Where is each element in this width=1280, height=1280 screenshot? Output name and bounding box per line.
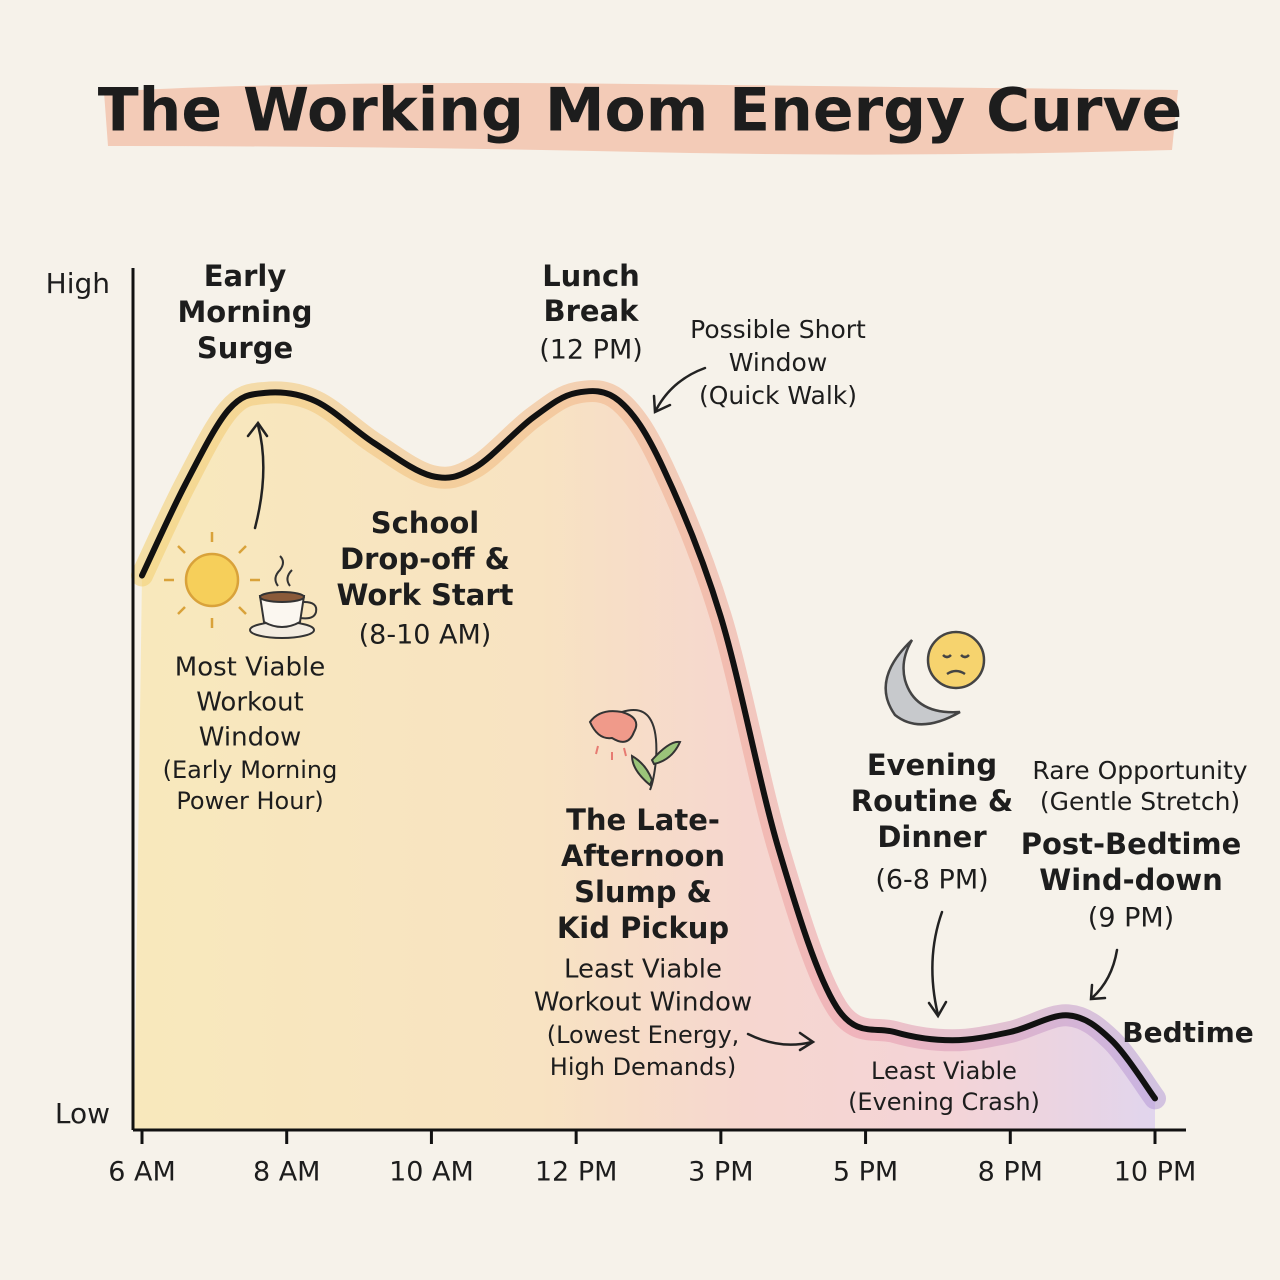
annotation: (6-8 PM) [875, 865, 988, 896]
annotation: (Quick Walk) [699, 381, 857, 410]
flower-icon [588, 709, 682, 791]
annotation: Kid Pickup [557, 911, 729, 945]
annotation: Slump & [574, 875, 712, 909]
annotation: Evening [867, 748, 997, 782]
coffee-icon [249, 555, 318, 639]
annotation: Wind-down [1039, 863, 1223, 897]
annotation: (Evening Crash) [848, 1088, 1040, 1116]
annotation: Possible Short [690, 315, 866, 344]
annotation: (Early Morning [163, 756, 338, 784]
annotation: The Late- [566, 803, 720, 837]
annotation: Morning [177, 295, 312, 329]
x-tick-label: 10 AM [389, 1157, 474, 1188]
x-tick-label: 5 PM [833, 1157, 898, 1188]
chart-title: The Working Mom Energy Curve [98, 76, 1183, 146]
y-tick-label: High [46, 267, 110, 300]
energy-curve [139, 388, 1158, 1102]
annotation-arrows [246, 366, 1119, 1052]
area-fill [134, 391, 1155, 1130]
annotation: Break [544, 294, 640, 328]
annotation: Power Hour) [176, 787, 323, 815]
annotation: Workout Window [534, 988, 752, 1018]
annotation: (Lowest Energy, [547, 1021, 740, 1049]
plot-area [131, 380, 1166, 1130]
annotation: Workout [196, 688, 304, 718]
annotation: Most Viable [175, 653, 325, 683]
annotation: Drop-off & [340, 542, 510, 576]
annotation: Window [729, 348, 828, 377]
annotation: Bedtime [1122, 1016, 1254, 1049]
annotation: Dinner [877, 820, 987, 854]
x-tick-label: 3 PM [688, 1157, 753, 1188]
annotation: Lunch [542, 259, 640, 293]
annotation: Rare Opportunity [1032, 756, 1247, 785]
annotation: Post-Bedtime [1021, 827, 1242, 861]
x-tick-label: 8 AM [253, 1157, 321, 1188]
annotation: Least Viable [564, 955, 722, 985]
title-highlight [104, 83, 1178, 155]
annotation: Surge [197, 331, 293, 365]
annotation: Early [204, 259, 287, 293]
annotation: School [371, 506, 480, 540]
x-tick-label: 8 PM [978, 1157, 1043, 1188]
annotation: Work Start [336, 578, 513, 612]
x-tick-label: 12 PM [535, 1157, 618, 1188]
y-tick-label: Low [55, 1097, 110, 1130]
annotation: (8-10 AM) [359, 620, 492, 651]
annotation: (9 PM) [1088, 903, 1174, 934]
annotation: (Gentle Stretch) [1040, 787, 1240, 816]
x-tick-label: 10 PM [1114, 1157, 1197, 1188]
moon-icon [884, 630, 986, 726]
annotation: (12 PM) [539, 335, 643, 366]
x-tick-label: 6 AM [108, 1157, 176, 1188]
annotation: Afternoon [561, 839, 725, 873]
annotation: Routine & [851, 784, 1013, 818]
annotation: Window [199, 723, 302, 753]
annotation: Least Viable [871, 1057, 1017, 1085]
annotation: High Demands) [550, 1053, 736, 1081]
sun-icon [164, 532, 260, 628]
